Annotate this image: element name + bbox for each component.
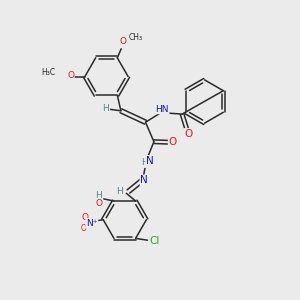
Text: N⁺: N⁺ — [86, 219, 98, 228]
Text: N: N — [140, 176, 148, 185]
Text: H: H — [116, 187, 123, 196]
Text: CH₃: CH₃ — [128, 33, 142, 42]
Text: O: O — [169, 137, 177, 147]
Text: HN: HN — [155, 104, 169, 113]
Text: O⁻: O⁻ — [80, 224, 90, 233]
Text: H: H — [96, 190, 102, 200]
Text: O: O — [67, 70, 74, 80]
Text: N: N — [146, 156, 154, 166]
Text: H₃C: H₃C — [41, 68, 55, 77]
Text: O: O — [119, 37, 126, 46]
Text: O: O — [82, 213, 89, 222]
Text: H: H — [141, 158, 147, 167]
Text: H: H — [103, 103, 109, 112]
Text: O: O — [95, 199, 103, 208]
Text: Cl: Cl — [150, 236, 160, 246]
Text: O: O — [184, 129, 193, 139]
